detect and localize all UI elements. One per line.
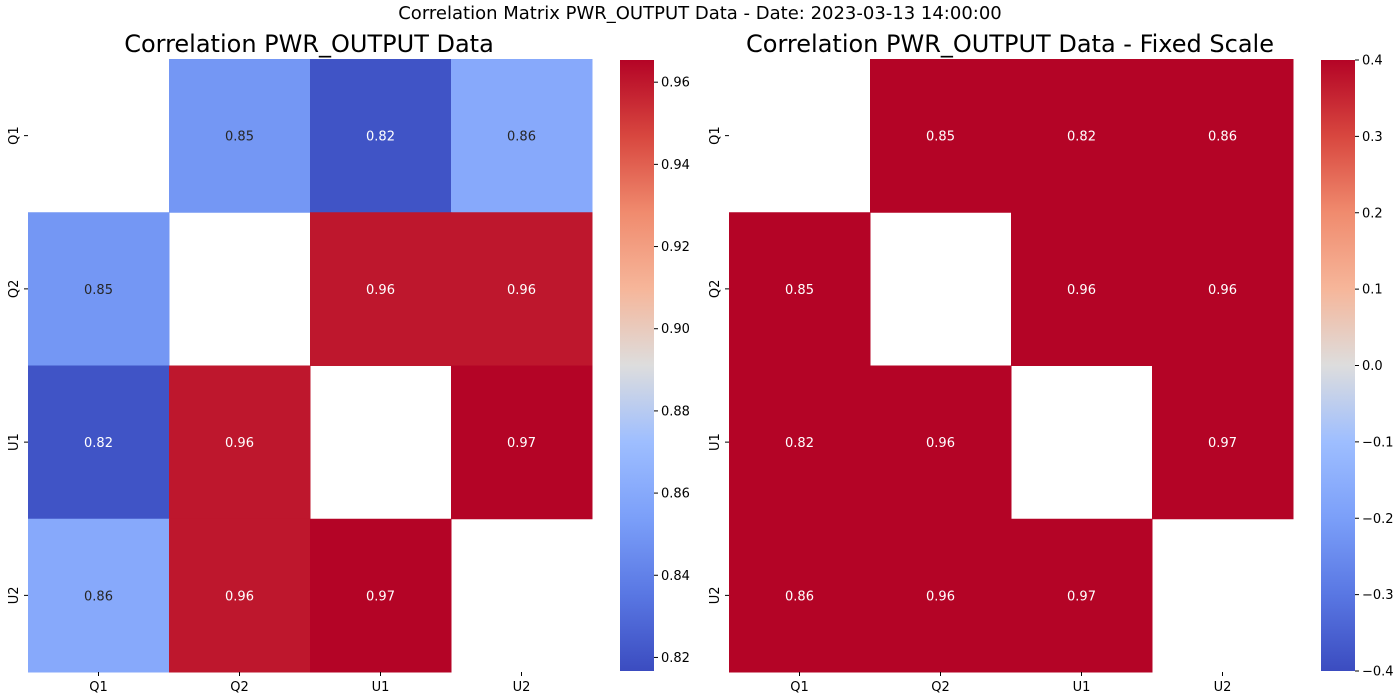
cell-annotation-U2-U1: 0.97: [366, 589, 395, 604]
colorbar-tick-label: −0.4: [1362, 665, 1394, 680]
panel-title: Correlation PWR_OUTPUT Data - Fixed Scal…: [746, 30, 1274, 58]
cell-annotation-U2-Q1: 0.86: [84, 589, 113, 604]
heatmap-cell-Q2-U1: [310, 212, 452, 366]
heatmap-cell-U2-Q1: [729, 518, 871, 673]
cell-annotation-U1-Q1: 0.82: [84, 436, 113, 451]
colorbar-tick-label: 0.1: [1362, 283, 1383, 298]
x-axis: Q1 Q2 U1 U2: [89, 672, 530, 695]
heatmap-cell-U1-Q2: [169, 365, 311, 520]
cell-annotation-Q1-U1: 0.82: [1067, 130, 1096, 145]
y-axis: Q1 Q2 U1 U2: [708, 126, 729, 604]
x-tick-label-Q2: Q2: [931, 680, 950, 695]
colorbar-tick-label: 0.88: [661, 404, 690, 419]
colorbar-tick-label: 0.90: [661, 322, 690, 337]
colorbar-tick-label: 0.4: [1362, 54, 1383, 69]
cell-annotation-U2-Q2: 0.96: [926, 589, 955, 604]
heatmap-cell-U2-U1: [1011, 518, 1153, 673]
heatmap-cell-Q1-Q2: [169, 59, 311, 213]
y-tick-label-U2: U2: [7, 586, 22, 604]
x-tick-label-Q1: Q1: [790, 680, 809, 695]
heatmap-cell-Q1-U2: [1152, 59, 1294, 213]
heatmap-cell-U2-Q2: [169, 518, 311, 673]
colorbar-tick-label: 0.0: [1362, 359, 1383, 374]
colorbar-gradient: [1321, 60, 1355, 671]
cell-annotation-U1-U2: 0.97: [507, 436, 536, 451]
cell-annotation-Q2-Q1: 0.85: [785, 283, 814, 298]
x-tick-label-U2: U2: [513, 680, 531, 695]
cell-annotation-Q2-U1: 0.96: [1067, 283, 1096, 298]
cell-annotation-Q2-U2: 0.96: [1208, 283, 1237, 298]
y-tick-label-Q2: Q2: [708, 280, 723, 299]
x-tick-label-U2: U2: [1214, 680, 1232, 695]
cell-annotation-Q1-Q2: 0.85: [926, 130, 955, 145]
cell-annotation-U1-U2: 0.97: [1208, 436, 1237, 451]
cell-annotation-Q2-U2: 0.96: [507, 283, 536, 298]
heatmap-cell-U2-U1: [310, 518, 452, 673]
x-tick-label-U1: U1: [372, 680, 390, 695]
cell-annotation-Q1-U1: 0.82: [366, 130, 395, 145]
cell-annotation-U1-Q2: 0.96: [225, 436, 254, 451]
heatmap-cells: [28, 59, 593, 673]
heatmap-cell-Q1-Q2: [870, 59, 1012, 213]
colorbar-tick-label: 0.96: [661, 76, 690, 91]
y-tick-label-Q1: Q1: [708, 126, 723, 145]
cell-annotation-U2-U1: 0.97: [1067, 589, 1096, 604]
heatmap-cell-U2-Q2: [870, 518, 1012, 673]
heatmap-cell-U2-Q1: [28, 518, 170, 673]
colorbar-tick-label: 0.84: [661, 569, 690, 584]
cell-annotation-U1-Q1: 0.82: [785, 436, 814, 451]
heatmap-cell-U1-Q2: [870, 365, 1012, 520]
colorbar-tick-label: −0.3: [1362, 588, 1394, 603]
heatmap-panel-fixed-scale: Correlation PWR_OUTPUT Data - Fixed Scal…: [708, 30, 1394, 695]
heatmap-cell-U1-Q1: [729, 365, 871, 520]
colorbar-tick-label: 0.92: [661, 240, 690, 255]
colorbar-tick-label: −0.2: [1362, 512, 1394, 527]
heatmap-cell-Q2-Q1: [729, 212, 871, 366]
x-tick-label-Q1: Q1: [89, 680, 108, 695]
heatmap-cell-Q2-Q1: [28, 212, 170, 366]
colorbar-tick-label: 0.3: [1362, 130, 1383, 145]
cell-annotation-Q1-U2: 0.86: [1208, 130, 1237, 145]
heatmap-cell-U1-U2: [451, 365, 593, 520]
y-tick-label-U1: U1: [7, 433, 22, 451]
y-tick-label-U1: U1: [708, 433, 723, 451]
x-tick-label-Q2: Q2: [230, 680, 249, 695]
y-tick-label-Q2: Q2: [7, 280, 22, 299]
cell-annotation-U2-Q1: 0.86: [785, 589, 814, 604]
y-axis: Q1 Q2 U1 U2: [7, 126, 28, 604]
heatmap-cell-Q1-U1: [310, 59, 452, 213]
panel-title: Correlation PWR_OUTPUT Data: [124, 30, 494, 58]
heatmap-cells: [729, 59, 1294, 673]
colorbar-tick-label: −0.1: [1362, 435, 1394, 450]
figure-suptitle: Correlation Matrix PWR_OUTPUT Data - Dat…: [398, 3, 1002, 24]
heatmap-cell-U1-U2: [1152, 365, 1294, 520]
colorbar-tick-label: 0.94: [661, 158, 690, 173]
colorbar: −0.4 −0.3 −0.2 −0.1 0.0 0.1 0.2 0.3 0.4: [1321, 54, 1394, 680]
cell-annotation-Q1-Q2: 0.85: [225, 130, 254, 145]
heatmap-annotations: 0.85 0.82 0.86 0.85 0.96 0.96 0.82 0.96 0.97 0.86…: [785, 130, 1237, 605]
x-axis: Q1 Q2 U1 U2: [790, 672, 1231, 695]
heatmap-cell-Q1-U2: [451, 59, 593, 213]
colorbar: 0.82 0.84 0.86 0.88 0.90 0.92 0.94 0.96: [620, 60, 690, 671]
cell-annotation-U1-Q2: 0.96: [926, 436, 955, 451]
x-tick-label-U1: U1: [1073, 680, 1091, 695]
y-tick-label-U2: U2: [708, 586, 723, 604]
cell-annotation-Q2-Q1: 0.85: [84, 283, 113, 298]
colorbar-gradient: [620, 60, 654, 671]
heatmap-annotations: 0.85 0.82 0.86 0.85 0.96 0.96 0.82 0.96 0.97 0.86…: [84, 130, 536, 605]
heatmap-panel-relative-scale: Correlation PWR_OUTPUT Data 0.85 0.82 0.86…: [7, 30, 690, 695]
colorbar-tick-label: 0.2: [1362, 206, 1383, 221]
heatmap-cell-U1-Q1: [28, 365, 170, 520]
heatmap-cell-Q2-U2: [1152, 212, 1294, 366]
heatmap-cell-Q1-U1: [1011, 59, 1153, 213]
cell-annotation-U2-Q2: 0.96: [225, 589, 254, 604]
colorbar-tick-label: 0.86: [661, 487, 690, 502]
heatmap-cell-Q2-U2: [451, 212, 593, 366]
cell-annotation-Q1-U2: 0.86: [507, 130, 536, 145]
heatmap-cell-Q2-U1: [1011, 212, 1153, 366]
y-tick-label-Q1: Q1: [7, 126, 22, 145]
colorbar-tick-label: 0.82: [661, 651, 690, 666]
cell-annotation-Q2-U1: 0.96: [366, 283, 395, 298]
